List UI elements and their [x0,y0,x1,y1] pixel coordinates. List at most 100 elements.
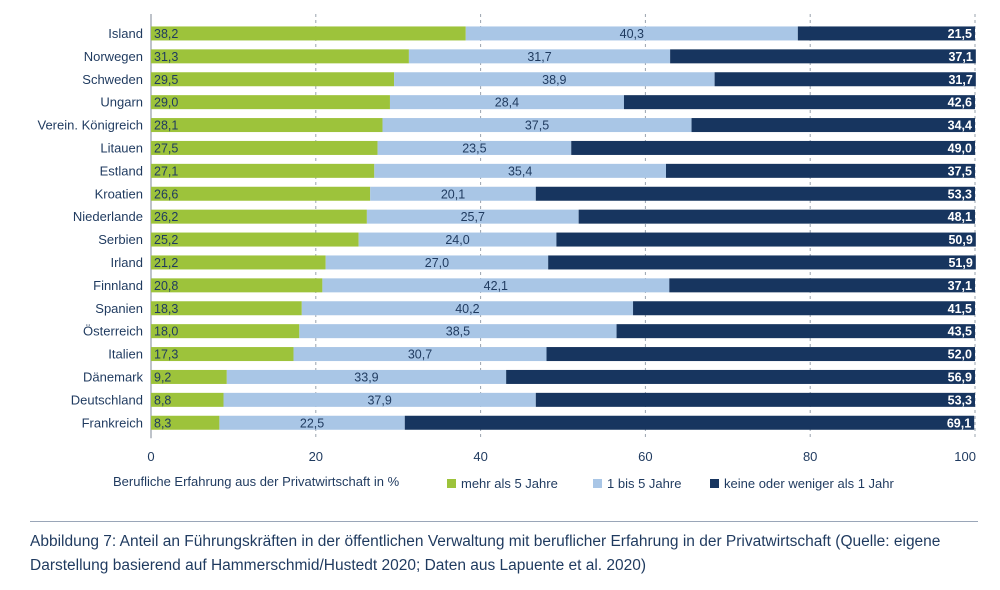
value-label-s1: 40,3 [620,27,644,41]
bar-segment-s0 [151,95,390,110]
x-tick-label-20: 20 [309,449,323,464]
category-label: Österreich [83,324,143,339]
bars [151,26,976,430]
bar-segment-s2 [535,392,975,407]
legend-label-s0: mehr als 5 Jahre [461,476,558,491]
value-label-s1: 40,2 [455,302,479,316]
x-axis-label: Berufliche Erfahrung aus der Privatwirts… [113,474,400,489]
bar-segment-s1 [366,209,579,224]
value-label-s0: 29,5 [154,73,178,87]
value-label-s1: 35,4 [508,164,532,178]
value-label-s1: 22,5 [300,416,324,430]
bar-segment-s0 [151,278,323,293]
category-label: Ungarn [100,95,143,110]
stacked-bar-chart: Island Norwegen Schweden Ungarn Verein. Köni… [37,14,976,491]
legend-swatch-s1 [593,479,602,488]
value-label-s0: 9,2 [154,370,171,384]
bar-segment-s1 [325,255,549,270]
value-label-s2: 51,9 [948,256,972,270]
bar-segment-s0 [151,392,224,407]
value-label-s0: 29,0 [154,96,178,110]
bar-segment-s0 [151,301,302,316]
category-label: Estland [100,163,143,178]
bar-segment-s2 [670,49,976,64]
value-label-s1: 37,5 [525,119,549,133]
bar-segment-s2 [546,347,975,362]
value-label-s2: 42,6 [948,96,972,110]
category-label: Schweden [82,72,143,87]
figure-caption: Abbildung 7: Anteil an Führungskräften i… [30,533,941,574]
bar-segment-s0 [151,415,220,430]
value-label-s2: 37,1 [948,279,972,293]
value-label-s0: 27,1 [154,164,178,178]
bar-segment-s0 [151,140,378,155]
bar-segment-s2 [797,26,975,41]
value-label-s1: 33,9 [354,370,378,384]
value-label-s2: 49,0 [948,141,972,155]
value-label-s1: 23,5 [462,141,486,155]
bar-segment-s1 [370,186,536,201]
value-label-s0: 26,6 [154,187,178,201]
bar-segment-s0 [151,324,300,339]
value-label-s0: 27,5 [154,141,178,155]
bar-segment-s0 [151,72,395,87]
category-label: Norwegen [84,49,143,64]
value-label-s1: 28,4 [495,96,519,110]
value-label-s2: 21,5 [948,27,972,41]
bar-segment-s0 [151,26,466,41]
bar-segment-s1 [223,392,536,407]
bar-segment-s2 [548,255,976,270]
category-label: Kroatien [95,186,143,201]
bar-segment-s0 [151,118,383,133]
bar-segment-s1 [382,118,692,133]
bar-segment-s2 [404,415,975,430]
bar-segment-s0 [151,163,375,178]
bar-segment-s0 [151,255,326,270]
x-axis: 0 20 40 60 80 100 [147,449,976,464]
bar-segment-s1 [293,347,547,362]
value-label-s1: 20,1 [441,187,465,201]
bar-segment-s1 [301,301,634,316]
bar-segment-s1 [299,324,617,339]
value-label-s2: 48,1 [948,210,972,224]
value-label-s1: 27,0 [425,256,449,270]
value-label-s0: 28,1 [154,119,178,133]
value-label-s2: 69,1 [947,416,971,430]
value-label-s2: 37,5 [948,164,972,178]
category-label: Niederlande [73,209,143,224]
bar-segment-s2 [535,186,975,201]
bar-segment-s0 [151,49,409,64]
bar-segment-s1 [226,369,507,384]
value-label-s1: 31,7 [527,50,551,64]
bar-segment-s2 [623,95,975,110]
value-label-s2: 52,0 [948,348,972,362]
bar-segment-s1 [358,232,557,247]
bar-segment-s0 [151,369,227,384]
value-label-s2: 34,4 [948,119,972,133]
value-label-s0: 8,3 [154,416,171,430]
bar-segment-s2 [633,301,975,316]
x-tick-label-0: 0 [147,449,154,464]
category-label: Verein. Königreich [37,118,143,133]
legend-label-s1: 1 bis 5 Jahre [607,476,681,491]
value-label-s0: 18,0 [154,325,178,339]
value-label-s2: 53,3 [948,187,972,201]
legend: mehr als 5 Jahre 1 bis 5 Jahre keine oder … [447,476,894,491]
value-label-s0: 20,8 [154,279,178,293]
category-label: Dänemark [83,369,143,384]
category-label: Finnland [93,278,143,293]
bar-segment-s1 [322,278,670,293]
bar-segment-s1 [374,163,666,178]
bar-segment-s2 [616,324,975,339]
value-label-s1: 38,9 [542,73,566,87]
value-label-s2: 37,1 [948,50,972,64]
value-label-s0: 26,2 [154,210,178,224]
bar-segment-s2 [556,232,976,247]
bar-segment-s1 [219,415,405,430]
bar-segment-s0 [151,209,367,224]
category-label: Italien [108,347,143,362]
value-label-s2: 31,7 [948,73,972,87]
value-label-s2: 43,5 [948,325,972,339]
value-label-s1: 37,9 [367,393,391,407]
category-label: Deutschland [71,392,143,407]
